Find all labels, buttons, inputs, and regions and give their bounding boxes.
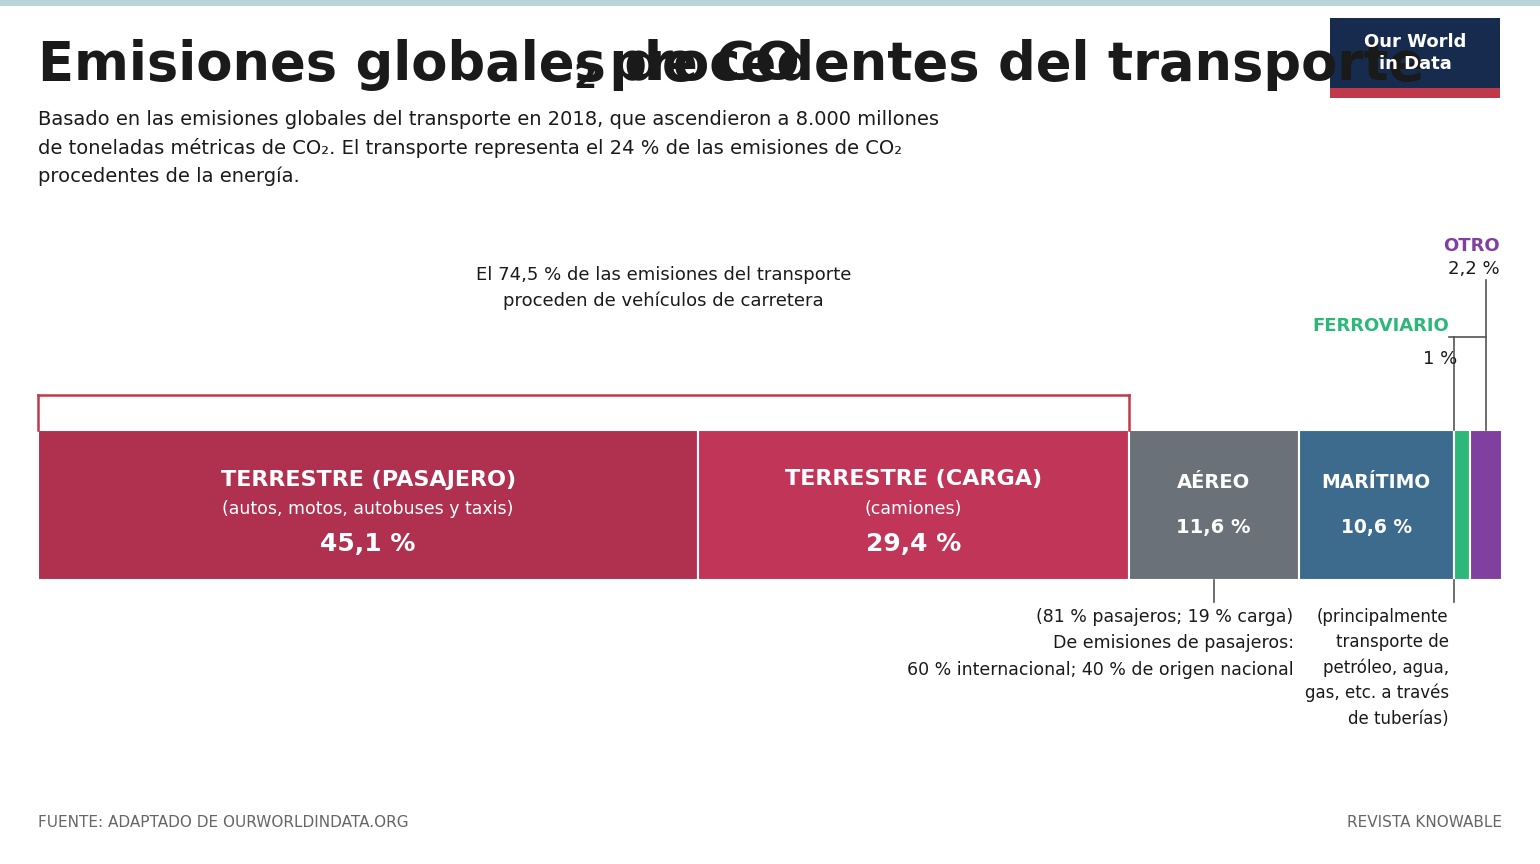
Bar: [1129, 430, 1298, 580]
Text: El 74,5 % de las emisiones del transporte
proceden de vehículos de carretera: El 74,5 % de las emisiones del transport…: [476, 266, 852, 310]
Bar: [1454, 430, 1469, 580]
Bar: [0, 0, 1540, 6]
Text: 1 %: 1 %: [1423, 350, 1458, 368]
Text: Basado en las emisiones globales del transporte en 2018, que ascendieron a 8.000: Basado en las emisiones globales del tra…: [38, 110, 939, 186]
Bar: [38, 430, 698, 580]
Text: 2,2 %: 2,2 %: [1449, 260, 1500, 278]
Text: 29,4 %: 29,4 %: [865, 532, 961, 556]
Text: 45,1 %: 45,1 %: [320, 532, 416, 556]
Text: FUENTE: ADAPTADO DE OURWORLDINDATA.ORG: FUENTE: ADAPTADO DE OURWORLDINDATA.ORG: [38, 815, 408, 830]
Text: TERRESTRE (PASAJERO): TERRESTRE (PASAJERO): [220, 469, 516, 490]
Bar: [1298, 430, 1454, 580]
Text: (principalmente
transporte de
petróleo, agua,
gas, etc. a través
de tuberías): (principalmente transporte de petróleo, …: [1304, 608, 1449, 727]
Text: 2: 2: [573, 62, 596, 95]
Bar: [1469, 430, 1502, 580]
Text: 11,6 %: 11,6 %: [1177, 518, 1250, 537]
Bar: [1331, 88, 1500, 98]
Text: procedentes del transporte: procedentes del transporte: [591, 39, 1424, 91]
Text: MARÍTIMO: MARÍTIMO: [1321, 473, 1431, 492]
Text: Emisiones globales de CO: Emisiones globales de CO: [38, 39, 799, 91]
Text: (81 % pasajeros; 19 % carga)
De emisiones de pasajeros:
60 % internacional; 40 %: (81 % pasajeros; 19 % carga) De emisione…: [907, 608, 1294, 679]
Text: FERROVIARIO: FERROVIARIO: [1312, 317, 1449, 335]
Text: TERRESTRE (CARGA): TERRESTRE (CARGA): [785, 469, 1043, 490]
Text: (autos, motos, autobuses y taxis): (autos, motos, autobuses y taxis): [222, 500, 514, 518]
Text: (camiones): (camiones): [865, 500, 962, 518]
Text: AÉREO: AÉREO: [1177, 473, 1250, 492]
Bar: [1331, 18, 1500, 98]
Text: Our World
in Data: Our World in Data: [1364, 33, 1466, 73]
Text: OTRO: OTRO: [1443, 237, 1500, 255]
Text: 10,6 %: 10,6 %: [1340, 518, 1412, 537]
Text: REVISTA KNOWABLE: REVISTA KNOWABLE: [1348, 815, 1502, 830]
Bar: [698, 430, 1129, 580]
